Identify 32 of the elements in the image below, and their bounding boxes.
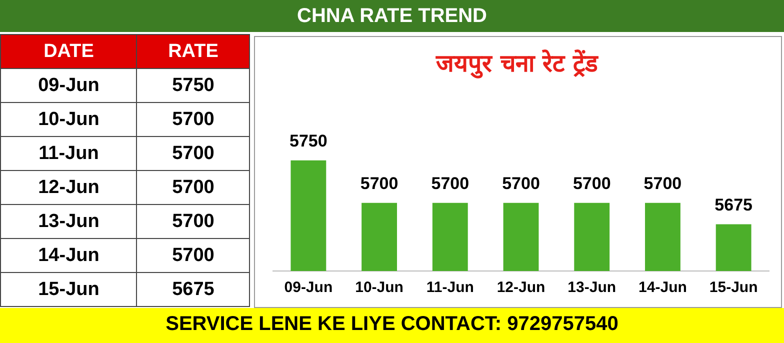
text: 5700 <box>172 176 214 198</box>
x-tick-label: 10-Jun <box>355 279 404 296</box>
category-label: 11-Jun <box>38 142 99 164</box>
x-tick-label: 14-Jun <box>638 279 687 296</box>
x-tick-label: 12-Jun <box>496 279 546 296</box>
data-label: 5700 <box>572 174 611 194</box>
data-label: 5700 <box>431 174 470 194</box>
data-label: 5700 <box>360 174 398 194</box>
data-label: 5700 <box>502 174 540 194</box>
text: 5700 <box>172 108 214 130</box>
text: 5700 <box>172 210 214 232</box>
x-tick-label: 09-Jun <box>284 279 333 296</box>
x-tick-label: 13-Jun <box>568 279 616 296</box>
text: 5700 <box>172 244 214 266</box>
category-label: 10-Jun <box>38 108 100 130</box>
text: 5750 <box>172 74 214 96</box>
data-label: 5675 <box>714 195 752 214</box>
text: 5700 <box>172 142 214 164</box>
text: DATE <box>0 34 137 68</box>
text: RATE <box>136 34 250 68</box>
category-label: 09-Jun <box>38 74 100 96</box>
category-label: 14-Jun <box>38 244 100 266</box>
category-label: 12-Jun <box>38 176 100 198</box>
footer-banner: SERVICE LENE KE LIYE CONTACT: 9729757540 <box>0 308 784 343</box>
category-label: 13-Jun <box>38 210 100 232</box>
chart-title: CHNA RATE TREND <box>0 0 784 32</box>
data-label: 5700 <box>644 174 682 194</box>
x-tick-label: 15-Jun <box>709 279 758 296</box>
x-tick-label: 11-Jun <box>426 279 474 296</box>
text: 5675 <box>172 278 214 300</box>
data-label: 5750 <box>290 132 328 151</box>
chart-subtitle: जयपुर चना रेट ट्रेंड <box>434 50 600 79</box>
